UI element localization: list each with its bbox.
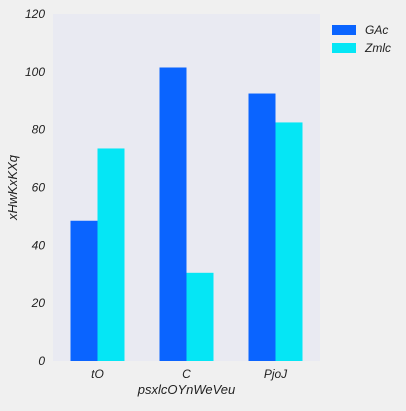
bar-Zmlc-C [186, 272, 214, 361]
x-axis-label: psxlcOYnWeVeu [137, 382, 236, 397]
x-tick-label: tO [91, 367, 104, 381]
bar-GAc-tO [70, 220, 98, 361]
bar-Zmlc-tO [97, 148, 125, 361]
y-tick-label: 80 [32, 123, 46, 137]
legend: GAc Zmlc [332, 23, 391, 55]
y-tick-label: 40 [32, 238, 46, 252]
x-axis-ticks: tO C PjoJ [91, 367, 288, 381]
legend-swatch-GAc [332, 25, 356, 35]
legend-swatch-Zmlc [332, 43, 356, 53]
y-tick-label: 100 [25, 65, 45, 79]
y-axis-ticks: 0 20 40 60 80 100 120 [25, 7, 45, 368]
y-tick-label: 60 [32, 181, 46, 195]
bar-GAc-PjoJ [248, 93, 276, 361]
y-axis-label: xHwKxKXq [5, 154, 20, 221]
legend-label-GAc: GAc [365, 23, 388, 37]
bars-group [70, 67, 303, 361]
y-tick-label: 0 [38, 354, 45, 368]
y-tick-label: 20 [31, 296, 46, 310]
x-tick-label: PjoJ [264, 367, 288, 381]
bar-Zmlc-PjoJ [275, 122, 303, 361]
bar-GAc-C [159, 67, 187, 361]
x-tick-label: C [182, 367, 191, 381]
y-tick-label: 120 [25, 7, 45, 21]
legend-label-Zmlc: Zmlc [364, 41, 391, 55]
